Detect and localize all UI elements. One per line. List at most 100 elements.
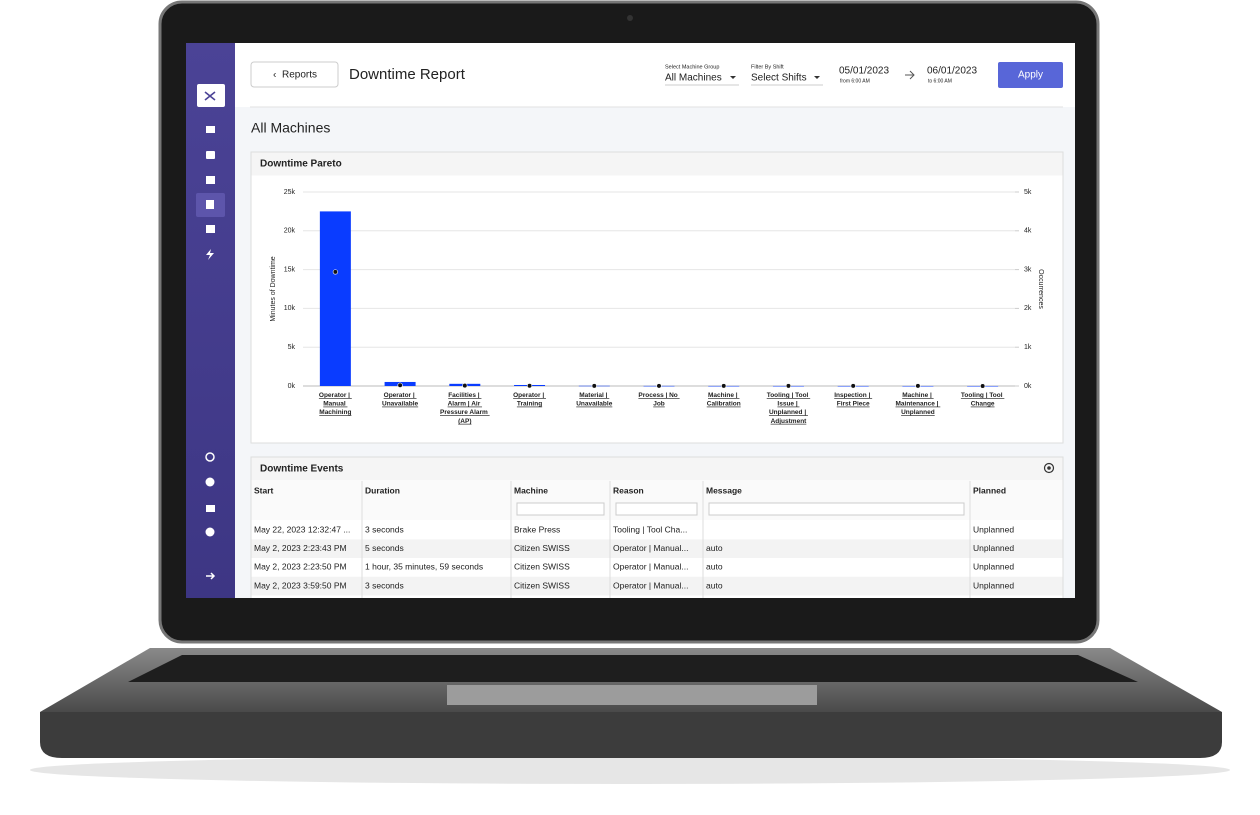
y-tick-label: 20k [284,228,296,235]
y-tick-label: 25k [284,189,296,196]
y2-tick-label: 5k [1024,189,1032,196]
occurrence-dot [591,383,597,389]
occurrence-dot [332,269,338,275]
cell: 3 seconds [365,580,404,590]
x-tick-label: Operator | Training [513,392,546,408]
table-row [251,520,1063,540]
y2-tick-label: 3k [1024,266,1032,273]
cell: May 2, 2023 3:59:50 PM [254,580,347,590]
table-row [251,539,1063,559]
nav-icon[interactable] [206,176,215,184]
x-tick-label: Operator | Unavailable [382,392,419,408]
column-header: Start [254,485,274,495]
occurrence-dot [785,383,792,389]
nav-icon[interactable] [206,200,214,209]
caret [814,76,820,79]
start-date[interactable]: 05/01/2023 [839,66,889,77]
nav-icon[interactable] [205,477,215,487]
y2-axis-title: Occurrences [1037,269,1044,309]
x-tick-label: Material | Unavailable [576,392,613,408]
camera [627,15,633,21]
nav-icon[interactable] [206,151,215,159]
header [235,43,1075,107]
column-header: Machine [514,485,548,495]
cell: Unplanned [973,524,1014,534]
cell: Unplanned [973,543,1014,553]
cell: May 2, 2023 2:23:50 PM [254,562,347,572]
panel-header [251,152,1063,176]
base-edge [40,712,1222,758]
column-header: Message [706,485,742,495]
x-tick-label: Facilities | Alarm | Air Pressure Alarm … [440,392,490,425]
back-button-label[interactable]: Reports [282,70,317,81]
plot: 0k 5k 10k 15k 20k 25k 0k 1k 2k 3k 4k 5k Operator | M… [284,189,1032,425]
cell: May 2, 2023 2:23:43 PM [254,543,347,553]
section-title: All Machines [251,120,330,136]
filter-label: Select Machine Group [665,64,719,70]
y2-tick-label: 2k [1024,305,1032,312]
cell: 5 seconds [365,543,404,553]
nav-icon[interactable] [206,572,216,580]
column-header: Planned [973,485,1006,495]
column-filter[interactable] [615,502,698,516]
page-title: Downtime Report [349,66,466,83]
apply-label[interactable]: Apply [1018,70,1043,81]
column-filter[interactable] [516,502,605,516]
cell: Unplanned [973,562,1014,572]
cell: 1 hour, 35 minutes, 59 seconds [365,562,483,572]
x-tick-label: Operator | Manual Machining [319,392,352,416]
filter-label: Filter By Shift [751,64,784,70]
column-header: Duration [365,485,400,495]
x-tick-label: Inspection | First Piece [834,392,872,408]
panel-header [251,457,1063,481]
y-tick-label: 0k [288,383,296,390]
table-row [251,558,1063,577]
cell: Citizen SWISS [514,543,570,553]
occurrence-dot [462,383,468,389]
x-tick-label: Process | No Job [638,392,679,408]
y2-tick-label: 1k [1024,344,1032,351]
machine-group-select[interactable]: All Machines [665,73,722,84]
export-button[interactable] [1043,462,1055,474]
cell: Tooling | Tool Cha... [613,524,687,534]
x-tick-label: Tooling | Tool Change [961,392,1004,408]
icon [1047,466,1051,470]
caret [730,76,736,79]
arrow [905,70,915,80]
app: ‹ Reports Downtime Report Select Machine… [186,43,1075,598]
cell: Operator | Manual... [613,562,688,572]
cell: Citizen SWISS [514,562,570,572]
nav-icon[interactable] [206,249,214,260]
x-tick-label: Machine | Calibration [707,392,741,408]
shift-select[interactable]: Select Shifts [751,73,807,84]
icon [204,91,216,101]
cell: Brake Press [514,524,560,534]
apply-button[interactable] [998,62,1063,88]
cell: Unplanned [973,580,1014,590]
start-time: from 6:00 AM [840,78,870,84]
nav-icon[interactable] [206,225,215,233]
nav-icon[interactable] [205,452,215,462]
x-tick-label: Machine | Maintenance | Unplanned [896,392,941,416]
nav-icon[interactable] [206,126,215,133]
cell: Operator | Manual... [613,543,688,553]
occurrence-dot [850,383,856,389]
cell: Citizen SWISS [514,580,570,590]
events-table: Start Duration Machine Reason Message Planned… [251,481,1063,598]
y2-tick-label: 4k [1024,228,1032,235]
y-tick-label: 10k [284,305,296,312]
events-title: Downtime Events [260,464,344,475]
back-button[interactable] [250,61,339,88]
column-filter[interactable] [708,502,965,516]
table-row [251,576,1063,596]
trackpad [447,685,817,705]
cell: auto [706,580,723,590]
y-tick-label: 15k [284,266,296,273]
end-date[interactable]: 06/01/2023 [927,66,977,77]
nav-icon[interactable] [206,505,215,512]
nav-icon[interactable] [205,527,215,537]
y-tick-label: 5k [288,344,296,351]
bar [319,211,351,386]
cell: Operator | Manual... [613,580,688,590]
